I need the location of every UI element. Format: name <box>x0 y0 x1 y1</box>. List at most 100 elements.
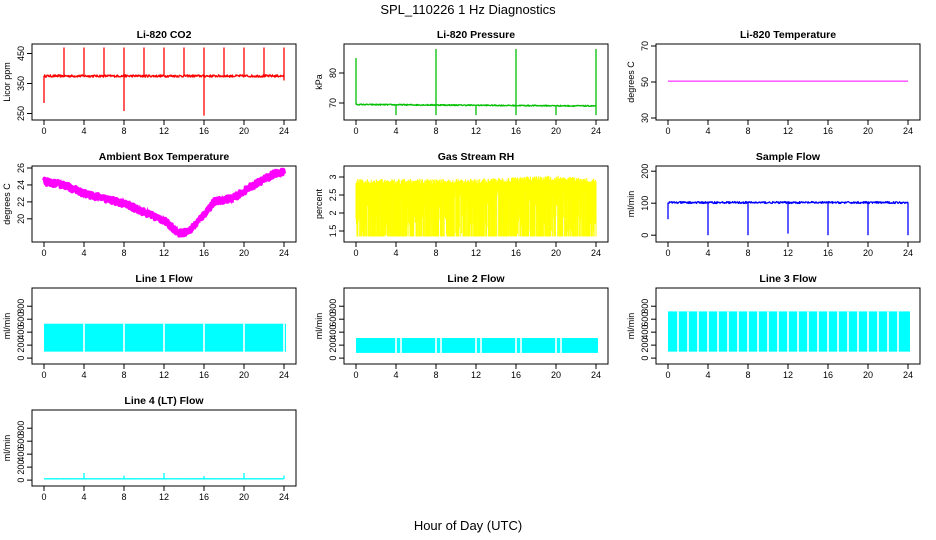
y-tick-label: 200 <box>640 338 650 353</box>
y-axis-label: ml/min <box>626 191 636 218</box>
panel-co2: Li-820 CO2 Licor ppm 0 4 8 12 16 20 24 250 350 450 <box>2 29 297 136</box>
series-area <box>668 311 910 352</box>
y-tick-label: 800 <box>640 299 650 314</box>
series-area <box>356 338 598 353</box>
x-tick-label: 4 <box>81 248 86 258</box>
x-tick-label: 16 <box>511 248 521 258</box>
y-tick-label: 24 <box>16 180 26 190</box>
panel-title: Line 4 (LT) Flow <box>124 395 204 407</box>
x-tick-label: 20 <box>863 248 873 258</box>
y-tick-label: 2.5 <box>328 189 338 202</box>
y-tick-label: 200 <box>640 164 650 179</box>
x-tick-label: 24 <box>279 126 289 136</box>
x-tick-label: 24 <box>591 248 601 258</box>
x-tick-label: 24 <box>279 370 289 380</box>
y-tick-label: 70 <box>640 41 650 51</box>
y-tick-label: 200 <box>16 338 26 353</box>
series-line <box>42 167 286 238</box>
x-tick-label: 4 <box>393 126 398 136</box>
x-tick-label: 24 <box>903 248 913 258</box>
panel-line1: Line 1 Flow ml/min 0 4 8 12 16 20 24 0 20040060080… <box>2 273 297 380</box>
x-tick-label: 20 <box>551 248 561 258</box>
y-tick-label: 26 <box>16 163 26 173</box>
y-tick-label: 800 <box>16 299 26 314</box>
y-axis-label: ml/min <box>314 313 324 340</box>
y-axis-label: ml/min <box>2 313 12 340</box>
x-tick-label: 0 <box>41 370 46 380</box>
panel-line4: Line 4 (LT) Flow ml/min 0 4 8 12 16 20 24 0 200400… <box>2 395 297 502</box>
x-tick-label: 12 <box>159 248 169 258</box>
y-tick-label: 600 <box>328 312 338 327</box>
y-tick-label: 400 <box>640 325 650 340</box>
panel-rh: Gas Stream RH percent 0 4 8 12 16 20 24 1.5 2 2.5 3 <box>314 151 609 258</box>
x-tick-label: 20 <box>551 126 561 136</box>
series-area <box>44 323 286 352</box>
y-tick-label: 800 <box>328 299 338 314</box>
y-tick-label: 600 <box>16 312 26 327</box>
x-tick-label: 8 <box>433 370 438 380</box>
x-tick-label: 4 <box>393 248 398 258</box>
x-tick-label: 16 <box>511 370 521 380</box>
x-tick-label: 8 <box>121 370 126 380</box>
x-tick-label: 8 <box>433 248 438 258</box>
x-tick-label: 16 <box>199 492 209 502</box>
y-tick-label: 80 <box>328 68 338 78</box>
x-tick-label: 20 <box>551 370 561 380</box>
x-tick-label: 12 <box>159 370 169 380</box>
y-tick-label: 0 <box>16 356 26 361</box>
x-tick-label: 8 <box>433 126 438 136</box>
x-tick-label: 24 <box>279 248 289 258</box>
x-tick-label: 12 <box>471 370 481 380</box>
x-tick-label: 20 <box>863 370 873 380</box>
y-axis-label: ml/min <box>2 435 12 462</box>
y-tick-label: 0 <box>640 233 650 238</box>
y-tick-label: 250 <box>16 106 26 121</box>
panel-line2: Line 2 Flow ml/min 0 4 8 12 16 20 24 0 20040060080… <box>314 273 609 380</box>
x-tick-label: 12 <box>471 126 481 136</box>
panel-title: Li-820 CO2 <box>137 29 192 41</box>
y-axis-label: percent <box>314 188 324 219</box>
x-tick-label: 0 <box>353 126 358 136</box>
x-tick-label: 24 <box>903 126 913 136</box>
panel-title: Sample Flow <box>756 151 821 163</box>
x-tick-label: 4 <box>705 126 710 136</box>
x-tick-label: 20 <box>863 126 873 136</box>
panel-pressure: Li-820 Pressure kPa 0 4 8 12 16 20 24 70 80 <box>314 29 609 136</box>
y-tick-label: 0 <box>16 478 26 483</box>
x-tick-label: 16 <box>511 126 521 136</box>
x-tick-label: 0 <box>41 248 46 258</box>
y-tick-label: 0 <box>328 356 338 361</box>
x-tick-label: 16 <box>199 370 209 380</box>
x-tick-label: 16 <box>823 248 833 258</box>
y-tick-label: 50 <box>640 77 650 87</box>
y-tick-label: 400 <box>16 447 26 462</box>
x-tick-label: 0 <box>41 492 46 502</box>
panel-title: Li-820 Pressure <box>437 29 515 41</box>
x-tick-label: 24 <box>591 126 601 136</box>
y-tick-label: 30 <box>640 113 650 123</box>
x-tick-label: 0 <box>353 248 358 258</box>
y-tick-label: 20 <box>16 214 26 224</box>
panel-title: Ambient Box Temperature <box>99 151 230 163</box>
x-tick-label: 0 <box>41 126 46 136</box>
panel-title: Line 2 Flow <box>447 273 505 285</box>
y-axis-label: ml/min <box>626 313 636 340</box>
x-tick-label: 16 <box>823 370 833 380</box>
x-axis-label: Hour of Day (UTC) <box>413 518 523 533</box>
series-area <box>355 175 597 237</box>
x-tick-label: 20 <box>239 492 249 502</box>
x-tick-label: 4 <box>81 492 86 502</box>
x-tick-label: 16 <box>823 126 833 136</box>
x-tick-label: 4 <box>81 126 86 136</box>
x-tick-label: 16 <box>199 126 209 136</box>
x-tick-label: 8 <box>745 248 750 258</box>
x-tick-label: 24 <box>279 492 289 502</box>
y-axis-label: Licor ppm <box>2 62 12 102</box>
y-tick-label: 400 <box>328 325 338 340</box>
x-tick-label: 12 <box>159 126 169 136</box>
y-tick-label: 22 <box>16 197 26 207</box>
x-tick-label: 20 <box>239 126 249 136</box>
x-tick-label: 4 <box>393 370 398 380</box>
